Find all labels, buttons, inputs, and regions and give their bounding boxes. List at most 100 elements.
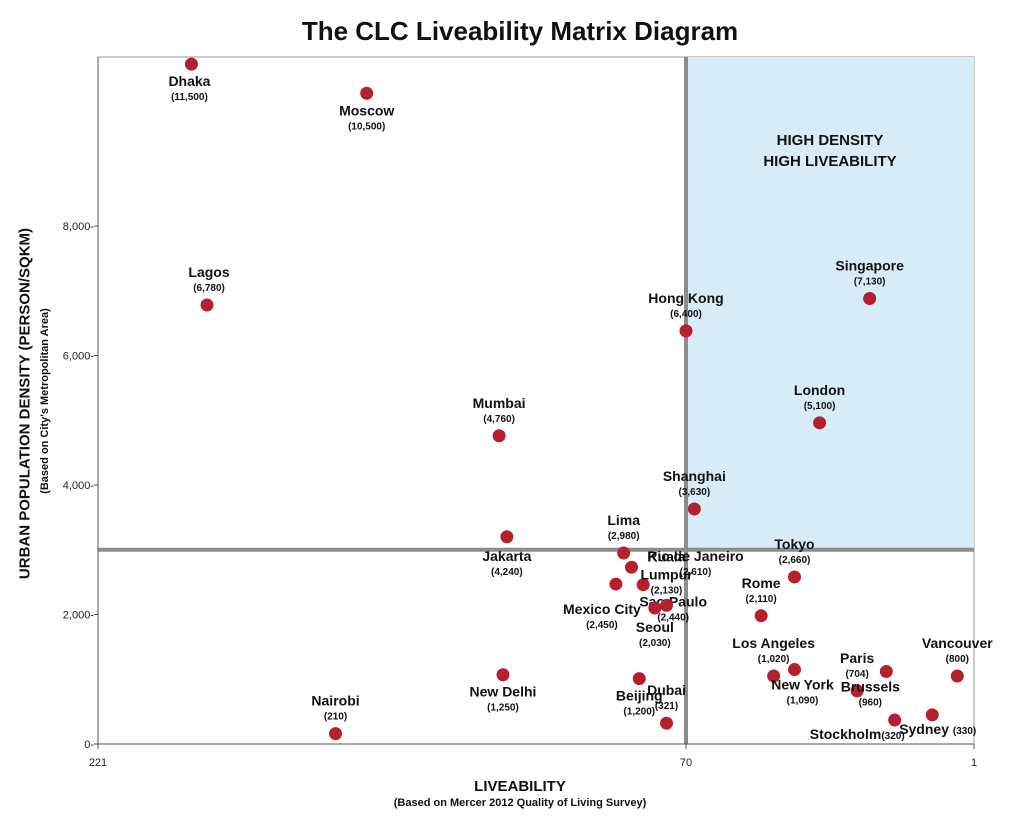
point-kuala-lumpur [660,598,674,612]
y-axis-label: URBAN POPULATION DENSITY (PERSON/SQKM) [16,227,34,580]
point-lagos [200,298,214,312]
city-value-rio-de-janeiro: (2,610) [680,567,712,578]
city-value-nairobi: (210) [324,712,347,723]
city-value-vancouver: (800) [946,654,969,665]
data-points: Dhaka (11,500) Moscow (10,500) Lagos (6,780) M… [168,57,993,742]
city-value-new-delhi: (1,250) [487,703,519,714]
point-nairobi [329,727,343,741]
city-value-los-angeles: (1,020) [758,654,790,665]
point-brussels [879,664,893,678]
y-tick-label: 6,000- [63,351,95,363]
city-label-brussels: Brussels [841,678,900,694]
point-jakarta [500,530,514,544]
city-label-seoul: Seoul [636,619,674,635]
point-tokyo [788,570,802,584]
point-paris [850,684,864,698]
city-label-vancouver: Vancouver [922,635,993,651]
city-value-tokyo: (2,660) [779,555,811,566]
city-label-los-angeles: Los Angeles [732,635,815,651]
x-axis-ticks: 221 70 1 [89,744,977,769]
quadrant-label: HIGH DENSITY HIGH LIVEABILITY [686,130,974,172]
city-label-tokyo: Tokyo [774,536,814,552]
city-label-kuala-lumpur: Kuala [647,548,685,564]
point-mexico-city [609,577,623,591]
x-tick-label: 70 [680,757,692,769]
city-value-dubai: (321) [655,701,678,712]
point-london [813,416,827,430]
point-shanghai [687,502,701,516]
city-label-nairobi: Nairobi [311,693,359,709]
city-value-sao-paulo: (2,440) [657,613,689,624]
point-new-delhi [496,668,510,682]
point-sydney [925,708,939,722]
y-tick-label: 4,000- [63,480,95,492]
city-label-lagos: Lagos [188,264,229,280]
city-value-jakarta: (4,240) [491,567,523,578]
point-moscow [360,86,374,100]
point-dhaka [184,57,198,71]
city-value-paris: (704) [845,669,868,680]
city-value-shanghai: (3,630) [679,487,711,498]
city-value-rome: (2,110) [746,594,777,605]
city-label-dhaka: Dhaka [168,73,210,89]
x-tick-label: 221 [89,757,107,769]
point-rio-de-janeiro [624,560,638,574]
point-singapore [863,292,877,306]
city-value-london: (5,100) [804,401,836,412]
city-value-hong-kong: (6,400) [670,309,702,320]
city-value-stockholm: (320) [881,731,904,742]
city-value-sydney: (330) [953,726,976,737]
city-label-kuala-lumpur-line2: Lumpur [640,566,693,582]
point-sao-paulo [636,578,650,592]
city-label-stockholm: Stockholm(320) [810,726,905,742]
city-label-moscow: Moscow [339,102,394,118]
city-label-singapore: Singapore [835,258,904,274]
city-label-mexico-city: Mexico City [563,601,641,617]
city-label-lima: Lima [607,512,640,528]
point-lima [617,546,631,560]
city-value-beijing: (1,200) [623,707,655,718]
point-los-angeles [767,669,781,683]
y-tick-label: 8,000- [63,221,95,233]
city-label-dubai: Dubai [647,682,686,698]
city-label-new-delhi: New Delhi [470,684,537,700]
city-label-rome: Rome [742,575,781,591]
point-beijing [632,672,646,686]
quadrant-label-line-1: HIGH DENSITY [776,132,884,149]
city-label-paris: Paris [840,650,874,666]
y-axis-sublabel: (Based on City's Metropolitan Area) [39,308,51,494]
city-value-dhaka: (11,500) [171,92,208,103]
chart-title: The CLC Liveability Matrix Diagram [301,16,739,46]
x-axis-label: LIVEABILITY [474,778,566,795]
city-value-lima: (2,980) [608,531,640,542]
city-label-london: London [794,382,845,398]
high-density-high-liveability-quadrant [686,57,974,550]
y-tick-label: 0- [84,739,94,751]
city-label-hong-kong: Hong Kong [648,290,723,306]
point-vancouver [950,669,964,683]
point-new-york [788,663,802,677]
point-stockholm [888,713,902,727]
city-value-lagos: (6,780) [193,283,225,294]
city-value-mexico-city: (2,450) [586,620,618,631]
city-value-mumbai: (4,760) [483,414,515,425]
city-value-new-york: (1,090) [787,696,819,707]
quadrant-label-line-2: HIGH LIVEABILITY [763,153,897,170]
point-hong-kong [679,324,693,338]
city-label-mumbai: Mumbai [473,395,526,411]
point-seoul [648,601,662,615]
city-value-seoul: (2,030) [639,638,671,649]
city-label-new-york: New York [771,677,834,693]
x-tick-label: 1 [971,757,977,769]
x-axis-sublabel: (Based on Mercer 2012 Quality of Living … [393,797,647,809]
city-value-kuala-lumpur: (2,130) [651,585,683,596]
city-label-shanghai: Shanghai [663,468,726,484]
city-label-jakarta: Jakarta [482,548,531,564]
y-tick-label: 2,000- [63,610,95,622]
city-value-singapore: (7,130) [854,277,886,288]
y-axis-ticks: 0- 2,000- 4,000- 6,000- 8,000- [63,221,98,751]
point-rome [754,609,768,623]
city-label-beijing: Beijing [616,688,663,704]
point-dubai [660,716,674,730]
